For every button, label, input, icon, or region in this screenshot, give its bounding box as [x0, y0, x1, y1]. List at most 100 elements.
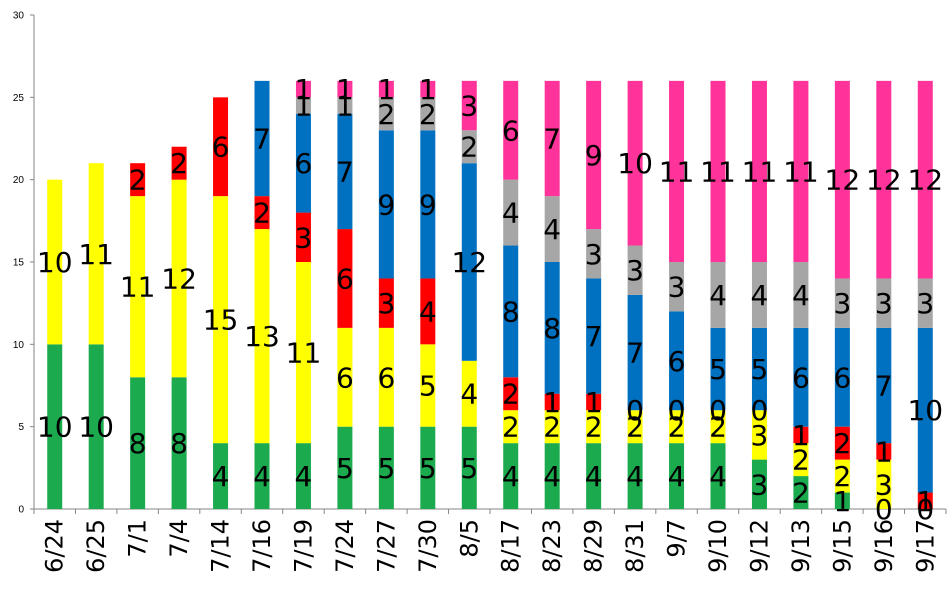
bar-segment [876, 278, 892, 328]
bar-segment [420, 80, 436, 98]
data-label: 11 [783, 155, 819, 188]
data-label: 3 [377, 287, 395, 320]
bar-segment [793, 476, 809, 509]
x-category-label: 8/5 [455, 519, 483, 558]
bar-segment [751, 327, 767, 411]
data-label: 11 [286, 337, 322, 370]
data-label: 2 [709, 411, 727, 444]
data-label: 1 [336, 73, 354, 106]
bar-segment [917, 80, 933, 279]
bar-segment [751, 459, 767, 509]
bar-segment [834, 327, 850, 427]
data-label: 10 [907, 394, 943, 427]
data-label: 5 [419, 452, 437, 485]
bar-segment [461, 163, 477, 361]
data-label: 4 [709, 279, 727, 312]
data-label: 11 [120, 271, 156, 304]
bar-segment [378, 426, 394, 509]
bar-segment [378, 97, 394, 131]
data-label: 6 [792, 361, 810, 394]
y-tick-label: 0 [18, 505, 24, 516]
data-label: 4 [792, 279, 810, 312]
x-category-label: 9/17 [911, 519, 939, 573]
bar-segment [544, 262, 560, 394]
bar-segment [503, 80, 519, 180]
bar-segment [378, 278, 394, 328]
data-label: 7 [253, 123, 271, 156]
y-tick-label: 10 [13, 340, 25, 351]
data-label: 5 [336, 452, 354, 485]
data-label: 7 [543, 123, 561, 156]
data-label: 4 [543, 460, 561, 493]
data-label: 4 [295, 460, 313, 493]
x-category-label: 8/31 [621, 519, 649, 573]
y-tick-label: 30 [13, 11, 25, 22]
bar-segment [130, 163, 146, 197]
bar-segment [876, 459, 892, 509]
data-label: 2 [419, 98, 437, 131]
data-label: 0 [626, 394, 644, 427]
data-label: 8 [129, 427, 147, 460]
bar-segment [586, 80, 602, 230]
data-label: 5 [419, 370, 437, 403]
data-label: 1 [792, 419, 810, 452]
bar-segment [669, 443, 685, 509]
bar-segment [627, 443, 643, 509]
bar-segment [834, 492, 850, 509]
data-label: 6 [295, 147, 313, 180]
data-label: 2 [585, 411, 603, 444]
data-label: 12 [825, 164, 861, 197]
bar-segment [710, 410, 726, 444]
bar-segment [254, 196, 270, 230]
bar-segment [130, 377, 146, 509]
data-label: 3 [295, 221, 313, 254]
data-label: 1 [295, 73, 313, 106]
data-label: 2 [833, 460, 851, 493]
bar-segment [130, 196, 146, 378]
data-label: 0 [751, 394, 769, 427]
data-label: 4 [502, 460, 520, 493]
x-category-label: 7/4 [165, 519, 193, 558]
bar-segment [876, 443, 892, 460]
bar-segment [917, 492, 933, 509]
bar-segment [669, 311, 685, 411]
data-label: 5 [460, 452, 478, 485]
data-label: 4 [709, 460, 727, 493]
data-label: 1 [419, 73, 437, 106]
bar-segment [420, 426, 436, 509]
bar-segment [751, 262, 767, 328]
bar-segment [834, 426, 850, 460]
data-label: 2 [792, 477, 810, 510]
data-label: 13 [244, 320, 280, 353]
data-label: 4 [253, 460, 271, 493]
data-label: 7 [585, 320, 603, 353]
bar-segment [710, 262, 726, 328]
bar-segment [420, 97, 436, 131]
data-label: 1 [585, 386, 603, 419]
x-category-label: 9/12 [745, 519, 773, 573]
bar-segment [793, 80, 809, 262]
data-label: 11 [78, 238, 114, 271]
data-label: 7 [875, 370, 893, 403]
bar-segment [544, 80, 560, 197]
data-label: 6 [502, 114, 520, 147]
bar-segment [710, 443, 726, 509]
data-label: 7 [336, 155, 354, 188]
bar-segment [669, 410, 685, 444]
data-label: 10 [37, 411, 73, 444]
data-label: 4 [419, 295, 437, 328]
bar-segment [586, 410, 602, 444]
x-category-label: 8/23 [538, 519, 566, 573]
data-label: 9 [419, 188, 437, 221]
data-label: 2 [668, 411, 686, 444]
data-label: 3 [875, 287, 893, 320]
x-category-label: 7/16 [248, 519, 276, 573]
bar-segment [544, 410, 560, 444]
data-label: 4 [626, 460, 644, 493]
x-category-label: 9/15 [828, 519, 856, 573]
bar-segment [378, 130, 394, 279]
bar-segment [378, 327, 394, 427]
data-label: 2 [502, 411, 520, 444]
data-label: 0 [875, 493, 893, 526]
